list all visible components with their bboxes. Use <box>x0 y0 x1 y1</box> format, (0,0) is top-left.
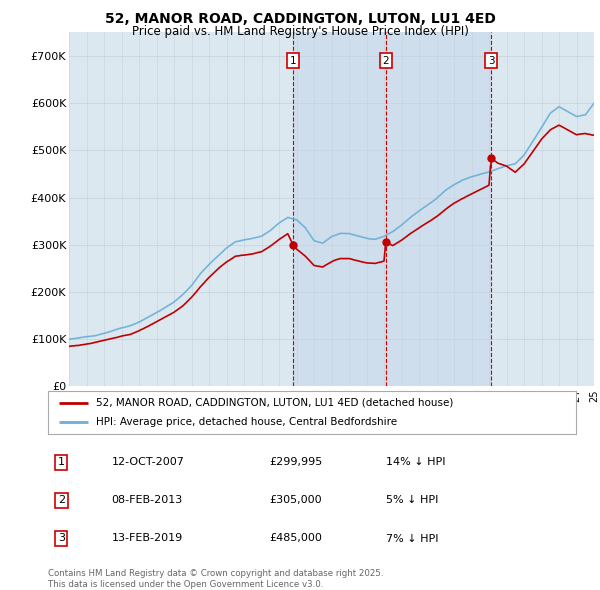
Text: £485,000: £485,000 <box>270 533 323 543</box>
Bar <box>293 32 491 386</box>
Text: 3: 3 <box>58 533 65 543</box>
Text: 13-FEB-2019: 13-FEB-2019 <box>112 533 182 543</box>
Text: 08-FEB-2013: 08-FEB-2013 <box>112 496 182 506</box>
Text: Price paid vs. HM Land Registry's House Price Index (HPI): Price paid vs. HM Land Registry's House … <box>131 25 469 38</box>
Text: 2: 2 <box>58 496 65 506</box>
Text: £305,000: £305,000 <box>270 496 322 506</box>
Text: 14% ↓ HPI: 14% ↓ HPI <box>386 457 445 467</box>
Text: £299,995: £299,995 <box>270 457 323 467</box>
Text: 1: 1 <box>58 457 65 467</box>
Text: HPI: Average price, detached house, Central Bedfordshire: HPI: Average price, detached house, Cent… <box>95 417 397 427</box>
Text: 52, MANOR ROAD, CADDINGTON, LUTON, LU1 4ED: 52, MANOR ROAD, CADDINGTON, LUTON, LU1 4… <box>104 12 496 26</box>
Text: 7% ↓ HPI: 7% ↓ HPI <box>386 533 439 543</box>
Text: 52, MANOR ROAD, CADDINGTON, LUTON, LU1 4ED (detached house): 52, MANOR ROAD, CADDINGTON, LUTON, LU1 4… <box>95 398 453 408</box>
Text: 12-OCT-2007: 12-OCT-2007 <box>112 457 184 467</box>
Text: 3: 3 <box>488 56 494 65</box>
Text: 5% ↓ HPI: 5% ↓ HPI <box>386 496 438 506</box>
Text: 2: 2 <box>382 56 389 65</box>
Text: 1: 1 <box>290 56 296 65</box>
Text: Contains HM Land Registry data © Crown copyright and database right 2025.
This d: Contains HM Land Registry data © Crown c… <box>48 569 383 589</box>
